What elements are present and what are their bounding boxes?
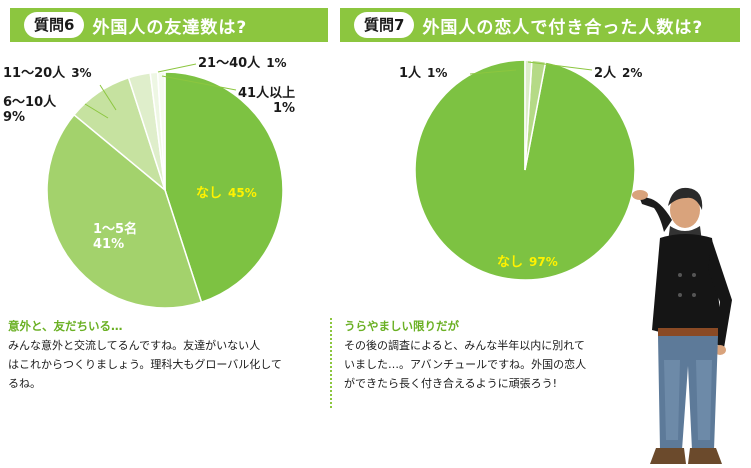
q7-label-2: 2人 2%: [594, 66, 642, 81]
q6-comment-line: るね。: [8, 377, 41, 390]
q6-label-6to10: 6～10人 9%: [3, 95, 56, 125]
q6-leader-41plus: [161, 75, 237, 91]
q7-slice-2: [524, 59, 533, 171]
q7-comment-title: うらやましい限りだが: [344, 319, 459, 333]
q6-label-21to40: 21～40人 1%: [198, 56, 287, 71]
q6-label-21to40-pct: 1%: [266, 56, 287, 70]
q6-label-11to20-pct: 3%: [71, 66, 92, 80]
q6-badge: 質問6: [24, 12, 85, 38]
q6-slice-1: [46, 113, 203, 309]
q7-comment-line: いました…。アバンチュールですね。外国の恋人: [344, 358, 587, 371]
q6-label-11to20: 11～20人 3%: [3, 66, 92, 81]
q7-leader-1: [469, 69, 517, 75]
q7-comment-line: ができたら長く付き合えるように頑張ろう!: [344, 377, 558, 390]
q6-label-11to20-text: 11～20人: [3, 66, 66, 81]
q7-label-none-pct: 97%: [529, 255, 558, 269]
q7-leader-2: [527, 61, 593, 71]
q7-label-1-text: 1人: [399, 66, 422, 81]
q6-label-41plus-text: 41人以上: [238, 86, 296, 101]
q6-slice-0: [164, 71, 284, 304]
q7-label-1-pct: 1%: [427, 66, 448, 80]
q7-title: 外国人の恋人で付き合った人数は?: [422, 17, 704, 38]
q6-leader-6to10: [84, 103, 109, 119]
q7-label-none: なし 97%: [497, 255, 558, 270]
person-illustration: [632, 187, 732, 464]
q6-leader-21to40: [157, 63, 197, 73]
q7-label-none-text: なし: [497, 255, 524, 270]
q6-comment-line: はこれからつくりましょう。理科大もグローバル化して: [8, 358, 282, 371]
q6-label-6to10-text: 6～10人: [3, 95, 57, 110]
q6-label-1to5: 1～5名 41%: [93, 222, 137, 252]
q6-comment-title: 意外と、友だちいる…: [8, 319, 123, 333]
q6-header: 質問6 外国人の友達数は?: [10, 8, 328, 42]
q7-label-1: 1人 1%: [399, 66, 447, 81]
q6-slice-5: [156, 71, 166, 191]
q7-label-2-text: 2人: [594, 66, 617, 81]
q7-header: 質問7 外国人の恋人で付き合った人数は?: [340, 8, 740, 42]
q6-label-41plus-pct: 1%: [273, 101, 296, 116]
q6-label-1to5-pct: 41%: [93, 237, 125, 252]
q6-label-6to10-pct: 9%: [3, 110, 26, 125]
q6-label-41plus: 41人以上 1%: [238, 86, 295, 116]
q7-comment: うらやましい限りだが その後の調査によると、みんな半年以内に別れて いました…。…: [344, 318, 634, 393]
q7-label-2-pct: 2%: [622, 66, 643, 80]
dotted-divider: [330, 318, 332, 408]
q6-title: 外国人の友達数は?: [92, 17, 248, 38]
q6-label-none-pct: 45%: [228, 186, 257, 200]
q6-label-none: なし 45%: [196, 186, 257, 201]
q6-leader-11to20: [99, 84, 117, 111]
q6-comment-line: みんな意外と交流してるんですね。友達がいない人: [8, 339, 261, 352]
q6-comment: 意外と、友だちいる… みんな意外と交流してるんですね。友達がいない人 はこれから…: [8, 318, 326, 393]
q6-label-21to40-text: 21～40人: [198, 56, 261, 71]
q6-label-1to5-text: 1～5名: [93, 222, 138, 237]
q6-label-none-text: なし: [196, 186, 223, 201]
q7-badge: 質問7: [354, 12, 415, 38]
q7-comment-line: その後の調査によると、みんな半年以内に別れて: [344, 339, 585, 352]
